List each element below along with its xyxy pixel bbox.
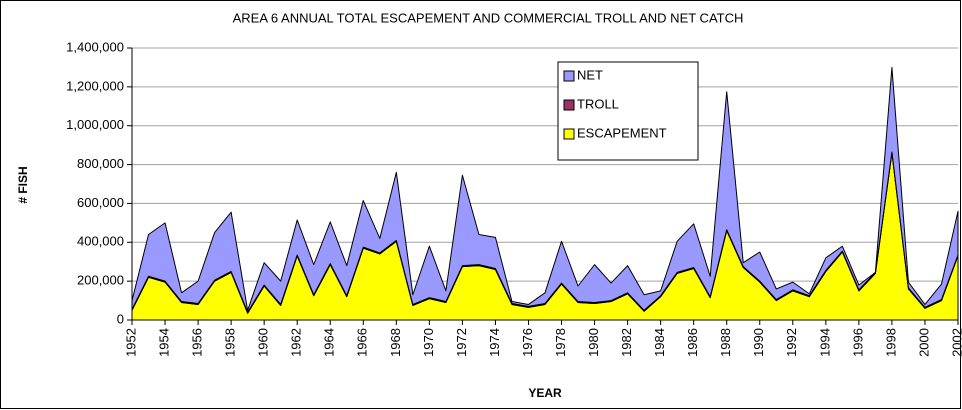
x-tick-label: 2002 [949, 328, 962, 357]
y-tick-label: 1,200,000 [66, 78, 124, 93]
x-tick-label: 1962 [289, 328, 304, 357]
x-tick-label: 1974 [487, 328, 502, 357]
x-tick-label: 1952 [123, 328, 138, 357]
x-tick-label: 1970 [421, 328, 436, 357]
x-tick-label: 1958 [223, 328, 238, 357]
x-tick-label: 1992 [784, 328, 799, 357]
y-tick-label: 600,000 [77, 195, 124, 210]
chart-title: AREA 6 ANNUAL TOTAL ESCAPEMENT AND COMME… [233, 10, 744, 25]
x-tick-label: 1956 [190, 328, 205, 357]
y-axis-label: # FISH [16, 166, 30, 203]
x-axis-label: YEAR [528, 386, 562, 400]
legend-label: TROLL [577, 96, 619, 111]
x-tick-label: 1954 [156, 328, 171, 357]
x-tick-label: 1994 [817, 328, 832, 357]
area [131, 66, 959, 313]
y-tick-label: 400,000 [77, 234, 124, 249]
x-tick-label: 1982 [619, 328, 634, 357]
x-tick-label: 1998 [883, 328, 898, 357]
x-tick-label: 1966 [355, 328, 370, 357]
y-tick-label: 1,000,000 [66, 117, 124, 132]
x-tick-label: 1978 [553, 328, 568, 357]
x-tick-label: 1990 [751, 328, 766, 357]
legend: NET TROLL ESCAPEMENT [557, 61, 699, 161]
x-tick-label: 1996 [850, 328, 865, 357]
legend-label: ESCAPEMENT [577, 125, 667, 140]
legend-swatch [563, 128, 575, 140]
legend-swatch [563, 70, 575, 82]
x-tick-label: 1960 [256, 328, 271, 357]
x-tick-label: 1968 [388, 328, 403, 357]
x-tick-label: 1984 [652, 328, 667, 357]
x-tick-label: 1972 [454, 328, 469, 357]
x-tick-label: 1980 [586, 328, 601, 357]
y-tick-label: 0 [117, 311, 124, 326]
legend-label: NET [577, 67, 603, 82]
axes: 0 200,000 400,000 600,000 800,000 1,000,000 1,… [66, 39, 962, 356]
y-tick-label: 800,000 [77, 156, 124, 171]
y-tick-label: 200,000 [77, 273, 124, 288]
y-tick-label: 1,400,000 [66, 39, 124, 54]
x-tick-label: 1988 [718, 328, 733, 357]
x-tick-label: 1976 [520, 328, 535, 357]
x-tick-label: 2000 [916, 328, 931, 357]
legend-box [557, 61, 699, 161]
legend-swatch [563, 99, 575, 111]
x-tick-label: 1986 [685, 328, 700, 357]
x-tick-label: 1964 [322, 328, 337, 357]
